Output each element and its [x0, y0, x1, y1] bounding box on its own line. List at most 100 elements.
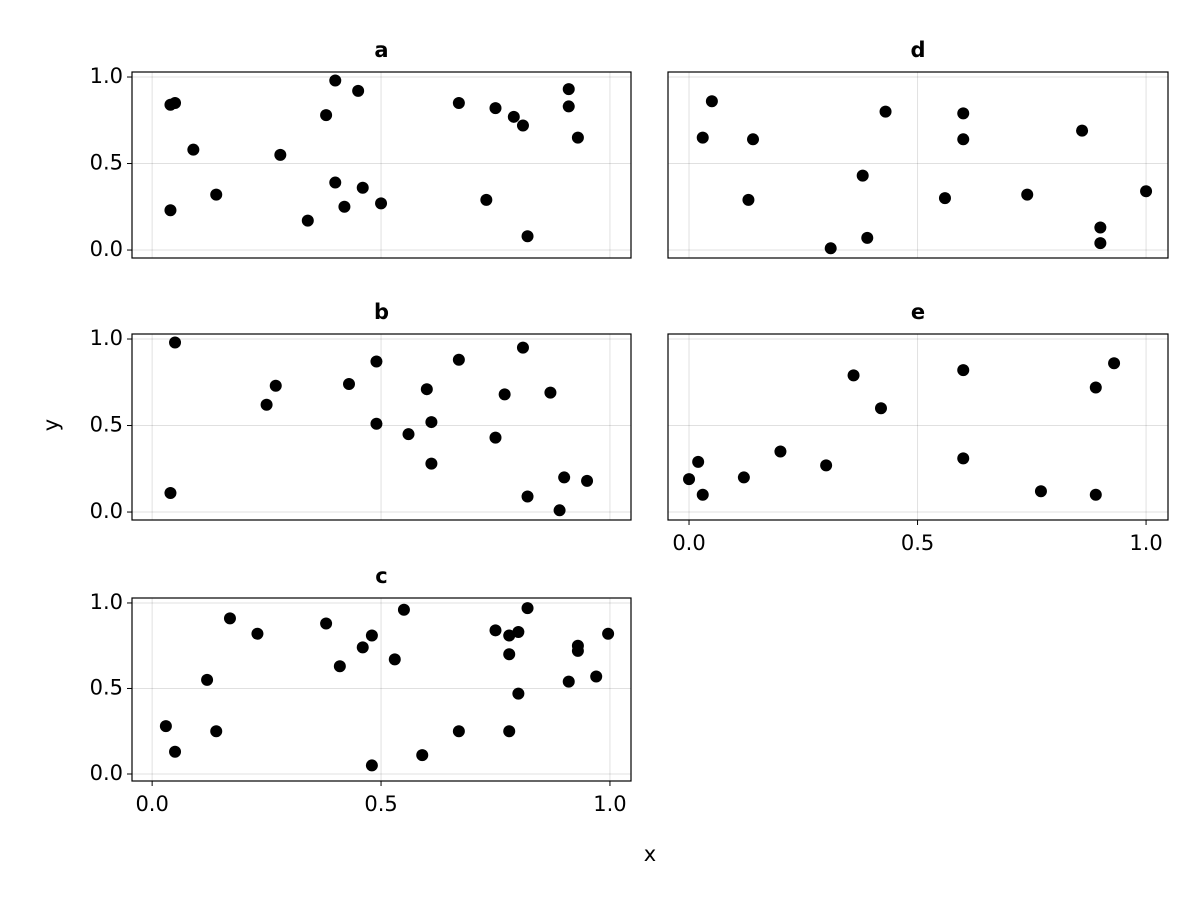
point — [425, 457, 438, 470]
point — [320, 109, 333, 122]
panel-title: d — [910, 38, 925, 62]
point — [856, 169, 869, 182]
point — [370, 417, 383, 430]
point — [210, 725, 223, 738]
point — [957, 452, 970, 465]
point — [957, 107, 970, 120]
y-tick-label: 1.0 — [90, 64, 123, 88]
point — [274, 148, 287, 161]
y-tick-label: 0.0 — [90, 237, 123, 261]
point — [1140, 185, 1153, 198]
point — [774, 445, 787, 458]
point — [512, 687, 525, 700]
point — [957, 133, 970, 146]
point — [333, 660, 346, 673]
point — [521, 490, 534, 503]
point — [1094, 221, 1107, 234]
panel-title: e — [911, 300, 925, 324]
x-tick-label: 0.0 — [135, 792, 168, 816]
point — [512, 626, 525, 639]
point — [742, 193, 755, 206]
x-tick-label: 1.0 — [593, 792, 626, 816]
point — [747, 133, 760, 146]
y-tick-label: 0.0 — [90, 761, 123, 785]
point — [957, 364, 970, 377]
point — [480, 193, 493, 206]
point — [365, 629, 378, 642]
point — [301, 214, 314, 227]
point — [169, 96, 182, 109]
point — [164, 487, 177, 500]
point — [164, 204, 177, 217]
point — [503, 648, 516, 661]
point — [544, 386, 557, 399]
point — [452, 725, 465, 738]
point — [562, 83, 575, 96]
point — [737, 471, 750, 484]
point — [1089, 381, 1102, 394]
point — [388, 653, 401, 666]
point — [169, 336, 182, 349]
point — [489, 431, 502, 444]
point — [338, 200, 351, 213]
y-tick-label: 1.0 — [90, 326, 123, 350]
point — [251, 627, 264, 640]
panel-title: a — [374, 38, 388, 62]
point — [938, 192, 951, 205]
point — [452, 353, 465, 366]
point — [329, 176, 342, 189]
point — [562, 100, 575, 113]
point — [521, 230, 534, 243]
point — [201, 673, 214, 686]
point — [874, 402, 887, 415]
point — [1076, 124, 1089, 137]
x-axis-label: x — [644, 842, 656, 866]
point — [489, 102, 502, 115]
point — [425, 416, 438, 429]
point — [696, 488, 709, 501]
point — [402, 428, 415, 441]
point — [696, 131, 709, 144]
x-tick-label: 1.0 — [1129, 531, 1162, 555]
point — [416, 749, 429, 762]
plot-frame — [667, 71, 1169, 259]
point — [260, 398, 273, 411]
point — [571, 131, 584, 144]
point — [356, 641, 369, 654]
point — [553, 504, 566, 517]
point — [516, 119, 529, 132]
point — [329, 74, 342, 87]
point — [397, 603, 410, 616]
point — [558, 471, 571, 484]
x-tick-label: 0.5 — [901, 531, 934, 555]
point — [320, 617, 333, 630]
point — [1094, 237, 1107, 250]
point — [879, 105, 892, 118]
point — [352, 84, 365, 97]
point — [602, 627, 615, 640]
point — [342, 378, 355, 391]
y-axis-label: y — [39, 419, 63, 431]
point — [705, 95, 718, 108]
point — [365, 759, 378, 772]
x-tick-label: 0.5 — [364, 792, 397, 816]
point — [820, 459, 833, 472]
point — [375, 197, 388, 210]
plot-frame — [131, 333, 632, 521]
point — [507, 110, 520, 123]
point — [861, 231, 874, 244]
point — [489, 624, 502, 637]
point — [452, 96, 465, 109]
point — [420, 383, 433, 396]
y-tick-label: 0.5 — [90, 675, 123, 699]
point — [159, 720, 172, 733]
point — [269, 379, 282, 392]
point — [824, 242, 837, 255]
point — [223, 612, 236, 625]
point — [683, 473, 696, 486]
point — [562, 675, 575, 688]
point — [356, 181, 369, 194]
point — [590, 670, 603, 683]
y-tick-label: 1.0 — [90, 590, 123, 614]
